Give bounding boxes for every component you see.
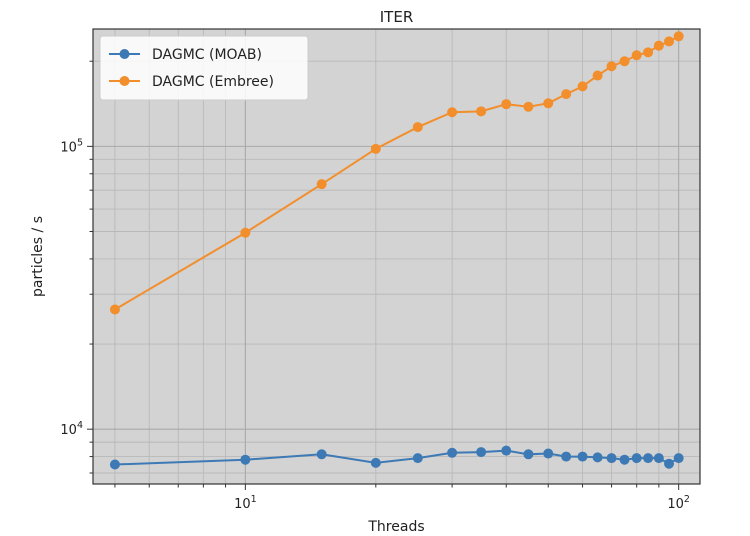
- data-point-moab: [619, 454, 630, 465]
- data-point-embree: [523, 101, 534, 112]
- data-point-moab: [476, 447, 487, 458]
- data-point-embree: [643, 47, 654, 58]
- data-point-moab: [523, 449, 534, 460]
- data-point-embree: [664, 36, 675, 47]
- data-point-embree: [240, 227, 251, 238]
- data-point-embree: [447, 107, 458, 118]
- data-point-moab: [240, 454, 251, 465]
- x-tick-label: 102: [667, 494, 690, 512]
- data-point-embree: [577, 81, 588, 92]
- data-point-moab: [673, 453, 684, 464]
- grid-major: [93, 29, 700, 484]
- y-tick-label: 104: [60, 420, 83, 438]
- ticks-layer: 101 102 104 105: [60, 60, 690, 512]
- data-point-embree: [476, 106, 487, 117]
- data-point-moab: [631, 453, 642, 464]
- x-axis-label: Threads: [367, 519, 424, 535]
- x-tick-label: 101: [234, 494, 257, 512]
- data-point-embree: [561, 89, 572, 100]
- data-point-embree: [370, 143, 381, 154]
- legend-marker-moab: [119, 49, 130, 59]
- plot-area: [93, 29, 700, 484]
- data-point-moab: [664, 458, 675, 469]
- data-point-moab: [316, 449, 327, 460]
- data-point-embree: [316, 179, 327, 190]
- data-point-moab: [643, 453, 654, 464]
- data-point-embree: [412, 122, 423, 133]
- data-point-embree: [606, 61, 617, 72]
- data-point-moab: [561, 451, 572, 462]
- data-point-moab: [577, 451, 588, 462]
- data-point-embree: [653, 40, 664, 51]
- legend: DAGMC (MOAB) DAGMC (Embree): [99, 35, 309, 101]
- data-point-moab: [370, 457, 381, 468]
- data-point-moab: [447, 447, 458, 458]
- chart-title: ITER: [380, 8, 414, 26]
- data-point-embree: [631, 50, 642, 61]
- legend-item-embree: DAGMC (Embree): [109, 74, 274, 90]
- series-layer: [109, 31, 684, 470]
- y-axis-label: particles / s: [30, 216, 46, 297]
- legend-box: [99, 35, 309, 101]
- data-point-embree: [619, 56, 630, 67]
- legend-marker-embree: [119, 76, 130, 86]
- y-tick-label: 105: [60, 137, 83, 155]
- data-point-moab: [543, 448, 554, 459]
- data-point-embree: [501, 99, 512, 110]
- data-point-moab: [501, 445, 512, 456]
- data-point-moab: [606, 453, 617, 464]
- legend-item-moab: DAGMC (MOAB): [109, 47, 262, 63]
- data-point-moab: [653, 453, 664, 464]
- data-point-moab: [592, 452, 603, 463]
- data-point-embree: [673, 31, 684, 42]
- plot-frame: [92, 28, 701, 485]
- data-point-embree: [592, 70, 603, 81]
- legend-label-embree: DAGMC (Embree): [152, 74, 274, 90]
- legend-label-moab: DAGMC (MOAB): [152, 47, 262, 63]
- data-point-moab: [109, 459, 120, 470]
- data-point-embree: [109, 304, 120, 315]
- data-point-embree: [543, 98, 554, 109]
- data-point-moab: [412, 453, 423, 464]
